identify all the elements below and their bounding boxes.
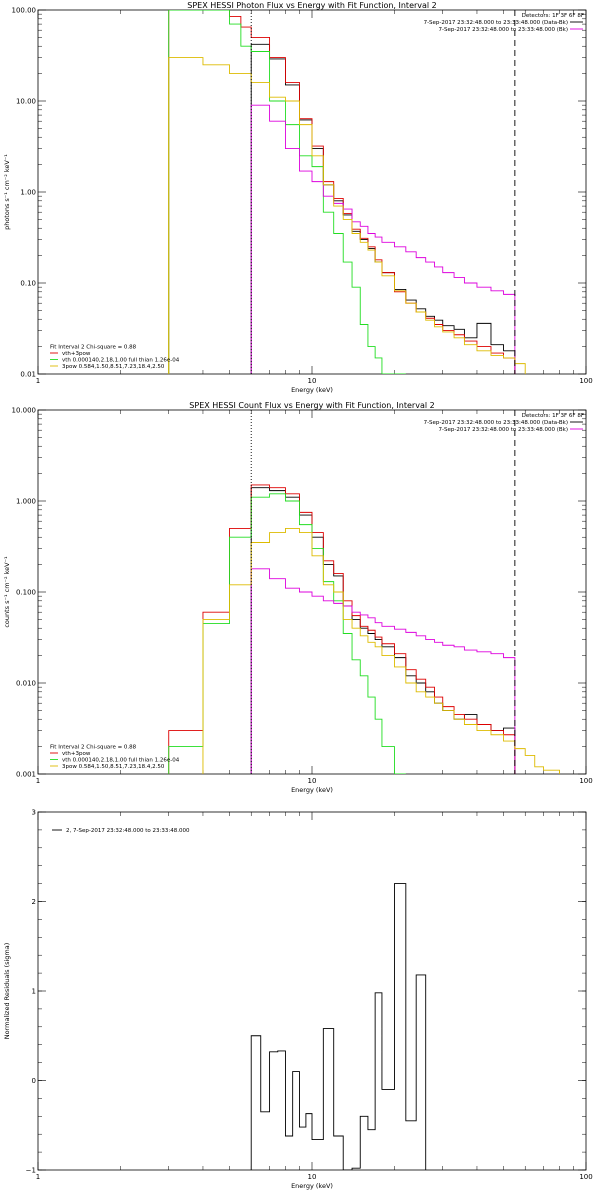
series-black-line — [250, 43, 516, 374]
legend-right-entry: 7-Sep-2017 23:32:48.000 to 23:33:48.000 … — [424, 20, 568, 26]
plot-frame — [37, 9, 587, 375]
y-tick-label: 0.01 — [20, 371, 36, 379]
y-tick-label: 2 — [32, 898, 36, 906]
x-tick-label: 1 — [36, 377, 40, 385]
x-axis-label: Energy (keV) — [291, 386, 333, 394]
chart-title: SPEX HESSI Count Flux vs Energy with Fit… — [189, 401, 434, 410]
series-group — [168, 10, 526, 374]
legend-left-entry: vth+3pow — [62, 351, 91, 357]
series-group — [250, 883, 427, 1170]
series-black-line — [250, 883, 427, 1170]
y-tick-label: 1 — [32, 988, 36, 996]
x-tick-label: 1 — [36, 1173, 40, 1181]
y-tick-label: 3 — [32, 809, 36, 817]
legend-left-heading: Fit Interval 2 Chi-square = 0.88 — [50, 345, 137, 351]
series-magenta-line — [250, 104, 516, 374]
chart-title: SPEX HESSI Photon Flux vs Energy with Fi… — [187, 1, 437, 10]
y-axis-label: Normalized Residuals (sigma) — [3, 943, 11, 1040]
y-tick-label: 10.000 — [12, 407, 37, 415]
y-tick-label: 0.100 — [16, 589, 36, 597]
x-tick-label: 10 — [308, 777, 317, 785]
y-axis-label: photons s⁻¹ cm⁻² keV⁻¹ — [3, 154, 11, 230]
legend-right-entry: 7-Sep-2017 23:32:48.000 to 23:33:48.000 … — [439, 427, 569, 433]
x-axis-label: Energy (keV) — [291, 1182, 333, 1190]
y-tick-label: 0.10 — [20, 280, 36, 288]
y-tick-label: 1.00 — [20, 189, 36, 197]
series-yellow-line — [168, 57, 526, 374]
detectors-label: Detectors: 1F 3F 6F 8F — [522, 13, 584, 19]
photon-flux-panel: 1 10 100 0.01 0.10 1.00 10.00 100.00 SPEX HESSI … — [3, 1, 593, 394]
y-tick-label: 100.00 — [12, 7, 37, 15]
y-tick-label: 0 — [32, 1077, 36, 1085]
legend-left-entry: vth+3pow — [62, 751, 91, 757]
x-tick-label: 10 — [308, 1173, 317, 1181]
series-red-line — [168, 484, 516, 774]
x-axis-label: Energy (keV) — [291, 786, 333, 794]
series-yellow-line — [202, 527, 560, 774]
x-tick-label: 100 — [579, 1173, 592, 1181]
legend-left-entry: 2, 7-Sep-2017 23:32:48.000 to 23:33:48.0… — [66, 828, 190, 834]
residuals-panel: 1 10 100 −1 0 1 2 3 Energy (keV) Normalized Resid… — [3, 809, 593, 1191]
legend-left-entry: 3pow 0.584,1.50,8.51,7.23,18.4,2.50 — [62, 364, 165, 370]
legend-left-entry: 3pow 0.584,1.50,8.51,7.23,18.4,2.50 — [62, 764, 165, 770]
legend-left-entry: vth 0.000140,2.18,1.00 full thian 1.26e-… — [62, 358, 180, 364]
y-axis-label: counts s⁻¹ cm⁻² keV⁻¹ — [3, 556, 11, 628]
x-tick-label: 1 — [36, 777, 40, 785]
series-black-line — [250, 487, 516, 774]
y-tick-label: 0.001 — [16, 771, 36, 779]
count-flux-panel: 1 10 100 0.001 0.010 0.100 1.000 10.000 SPEX HES… — [3, 401, 593, 794]
y-tick-label: 1.000 — [16, 498, 36, 506]
legend-right-entry: 7-Sep-2017 23:32:48.000 to 23:33:48.000 … — [424, 420, 568, 426]
x-tick-label: 100 — [579, 777, 592, 785]
y-tick-label: 0.010 — [16, 680, 36, 688]
series-magenta-line — [250, 568, 516, 774]
x-tick-label: 10 — [308, 377, 317, 385]
x-tick-label: 100 — [579, 377, 592, 385]
y-tick-label: −1 — [26, 1167, 36, 1175]
series-red-line — [168, 10, 516, 374]
y-tick-label: 10.00 — [16, 98, 36, 106]
legend-left-entry: vth 0.000140,2.18,1.00 full thian 1.26e-… — [62, 758, 180, 764]
legend-left-heading: Fit Interval 2 Chi-square = 0.88 — [50, 745, 137, 751]
series-green-line — [168, 10, 406, 374]
detectors-label: Detectors: 1F 3F 6F 8F — [522, 413, 584, 419]
legend-right-entry: 7-Sep-2017 23:32:48.000 to 23:33:48.000 … — [439, 27, 569, 33]
series-group — [168, 484, 560, 774]
